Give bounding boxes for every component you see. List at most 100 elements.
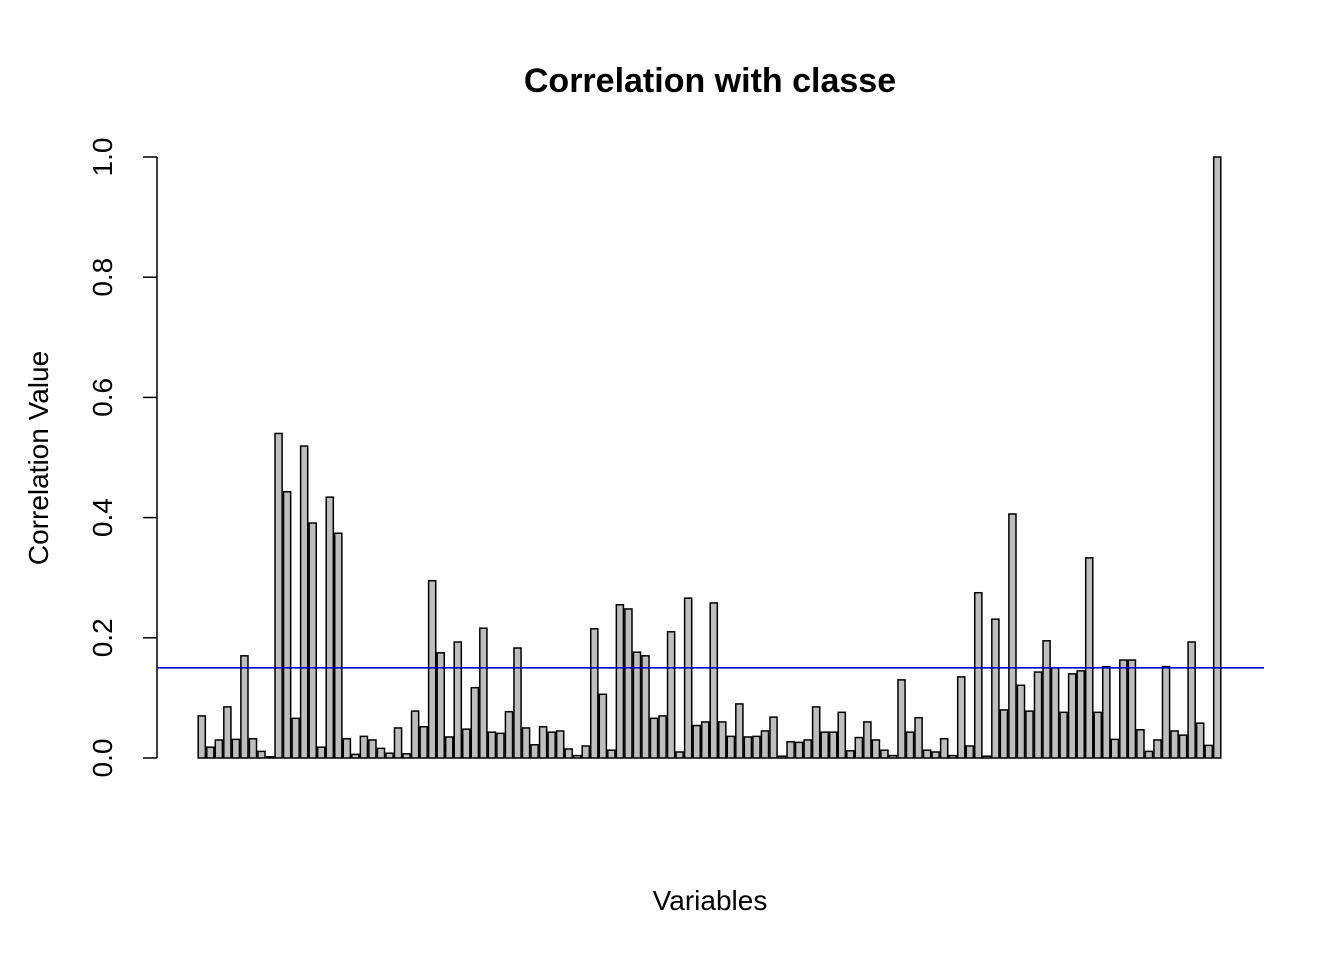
bar — [1016, 684, 1026, 759]
bar — [538, 726, 548, 759]
bar — [444, 736, 454, 759]
bar — [393, 727, 403, 759]
bar — [1101, 665, 1111, 759]
bar — [897, 679, 906, 759]
bar — [547, 731, 556, 759]
bar — [1008, 513, 1017, 759]
x-axis-label: Variables — [653, 885, 768, 916]
bar — [1067, 673, 1077, 759]
bar — [572, 754, 582, 759]
bar — [197, 715, 207, 759]
bar — [607, 749, 616, 759]
bar — [820, 731, 830, 759]
bar — [905, 731, 915, 759]
bar — [427, 579, 437, 759]
bar — [965, 745, 975, 759]
bar — [223, 706, 232, 759]
y-tick-label: 1.0 — [87, 138, 118, 177]
bar — [385, 752, 394, 759]
bar — [1093, 711, 1103, 759]
bar — [359, 735, 369, 759]
bar — [479, 627, 488, 759]
bar — [982, 755, 992, 759]
y-tick-label: 0.6 — [87, 378, 118, 417]
bar — [1161, 665, 1171, 759]
bar — [666, 631, 676, 759]
y-tick-label: 0.2 — [87, 618, 118, 657]
bar — [453, 641, 463, 759]
bar — [786, 741, 795, 759]
bar — [1136, 729, 1145, 759]
bar — [1178, 734, 1188, 759]
bar — [735, 703, 744, 759]
bar — [658, 715, 667, 759]
bar — [351, 753, 360, 759]
bar — [871, 739, 881, 759]
bar — [1084, 557, 1094, 759]
bar — [948, 754, 958, 759]
bar — [308, 522, 318, 759]
bar — [769, 716, 778, 759]
bar — [914, 716, 923, 759]
bar — [1033, 671, 1043, 759]
bar — [709, 602, 719, 759]
bar — [1119, 659, 1128, 759]
bar — [1042, 640, 1051, 759]
bar — [1076, 670, 1086, 759]
bar — [641, 655, 650, 759]
bar — [1144, 750, 1154, 759]
bar — [248, 738, 258, 759]
bar — [760, 730, 770, 759]
bar — [496, 732, 505, 759]
y-axis: 0.0 0.2 0.4 0.6 0.8 1.0 — [87, 138, 158, 778]
bar — [1153, 739, 1162, 759]
bar — [888, 754, 898, 759]
bar — [700, 721, 710, 759]
bar — [1059, 711, 1068, 759]
bar — [837, 711, 847, 759]
bar — [581, 745, 591, 759]
bar — [991, 618, 1000, 759]
bar — [282, 491, 292, 759]
bar — [214, 739, 224, 759]
bar — [513, 647, 522, 759]
bar — [265, 756, 275, 759]
bar — [863, 721, 872, 759]
bar — [240, 655, 249, 759]
bar — [487, 731, 497, 759]
bar — [1050, 667, 1060, 759]
bar — [461, 728, 471, 759]
bar — [231, 738, 241, 759]
bar — [624, 608, 633, 759]
bar — [436, 652, 446, 759]
chart-title: Correlation with classe — [524, 62, 896, 100]
bar — [973, 591, 983, 759]
bar — [854, 736, 864, 759]
bar — [521, 727, 531, 759]
bar — [649, 717, 659, 759]
bar — [845, 750, 855, 759]
y-tick-label: 0.0 — [87, 739, 118, 778]
bar — [717, 721, 727, 759]
bar — [956, 676, 966, 759]
bar — [615, 604, 625, 759]
bar — [828, 731, 838, 759]
bar — [257, 750, 266, 759]
bar — [811, 706, 821, 759]
bar — [589, 628, 599, 759]
bar — [299, 445, 309, 759]
bar — [402, 753, 411, 759]
bar — [922, 749, 932, 759]
bar — [794, 741, 804, 759]
bar — [939, 738, 949, 759]
bar — [999, 709, 1009, 759]
bar — [504, 710, 514, 759]
bar — [675, 751, 684, 759]
bar — [291, 717, 300, 759]
bar — [931, 751, 940, 759]
bar — [316, 746, 326, 759]
bar — [1127, 659, 1137, 759]
bar — [530, 744, 539, 759]
bar — [683, 597, 693, 759]
